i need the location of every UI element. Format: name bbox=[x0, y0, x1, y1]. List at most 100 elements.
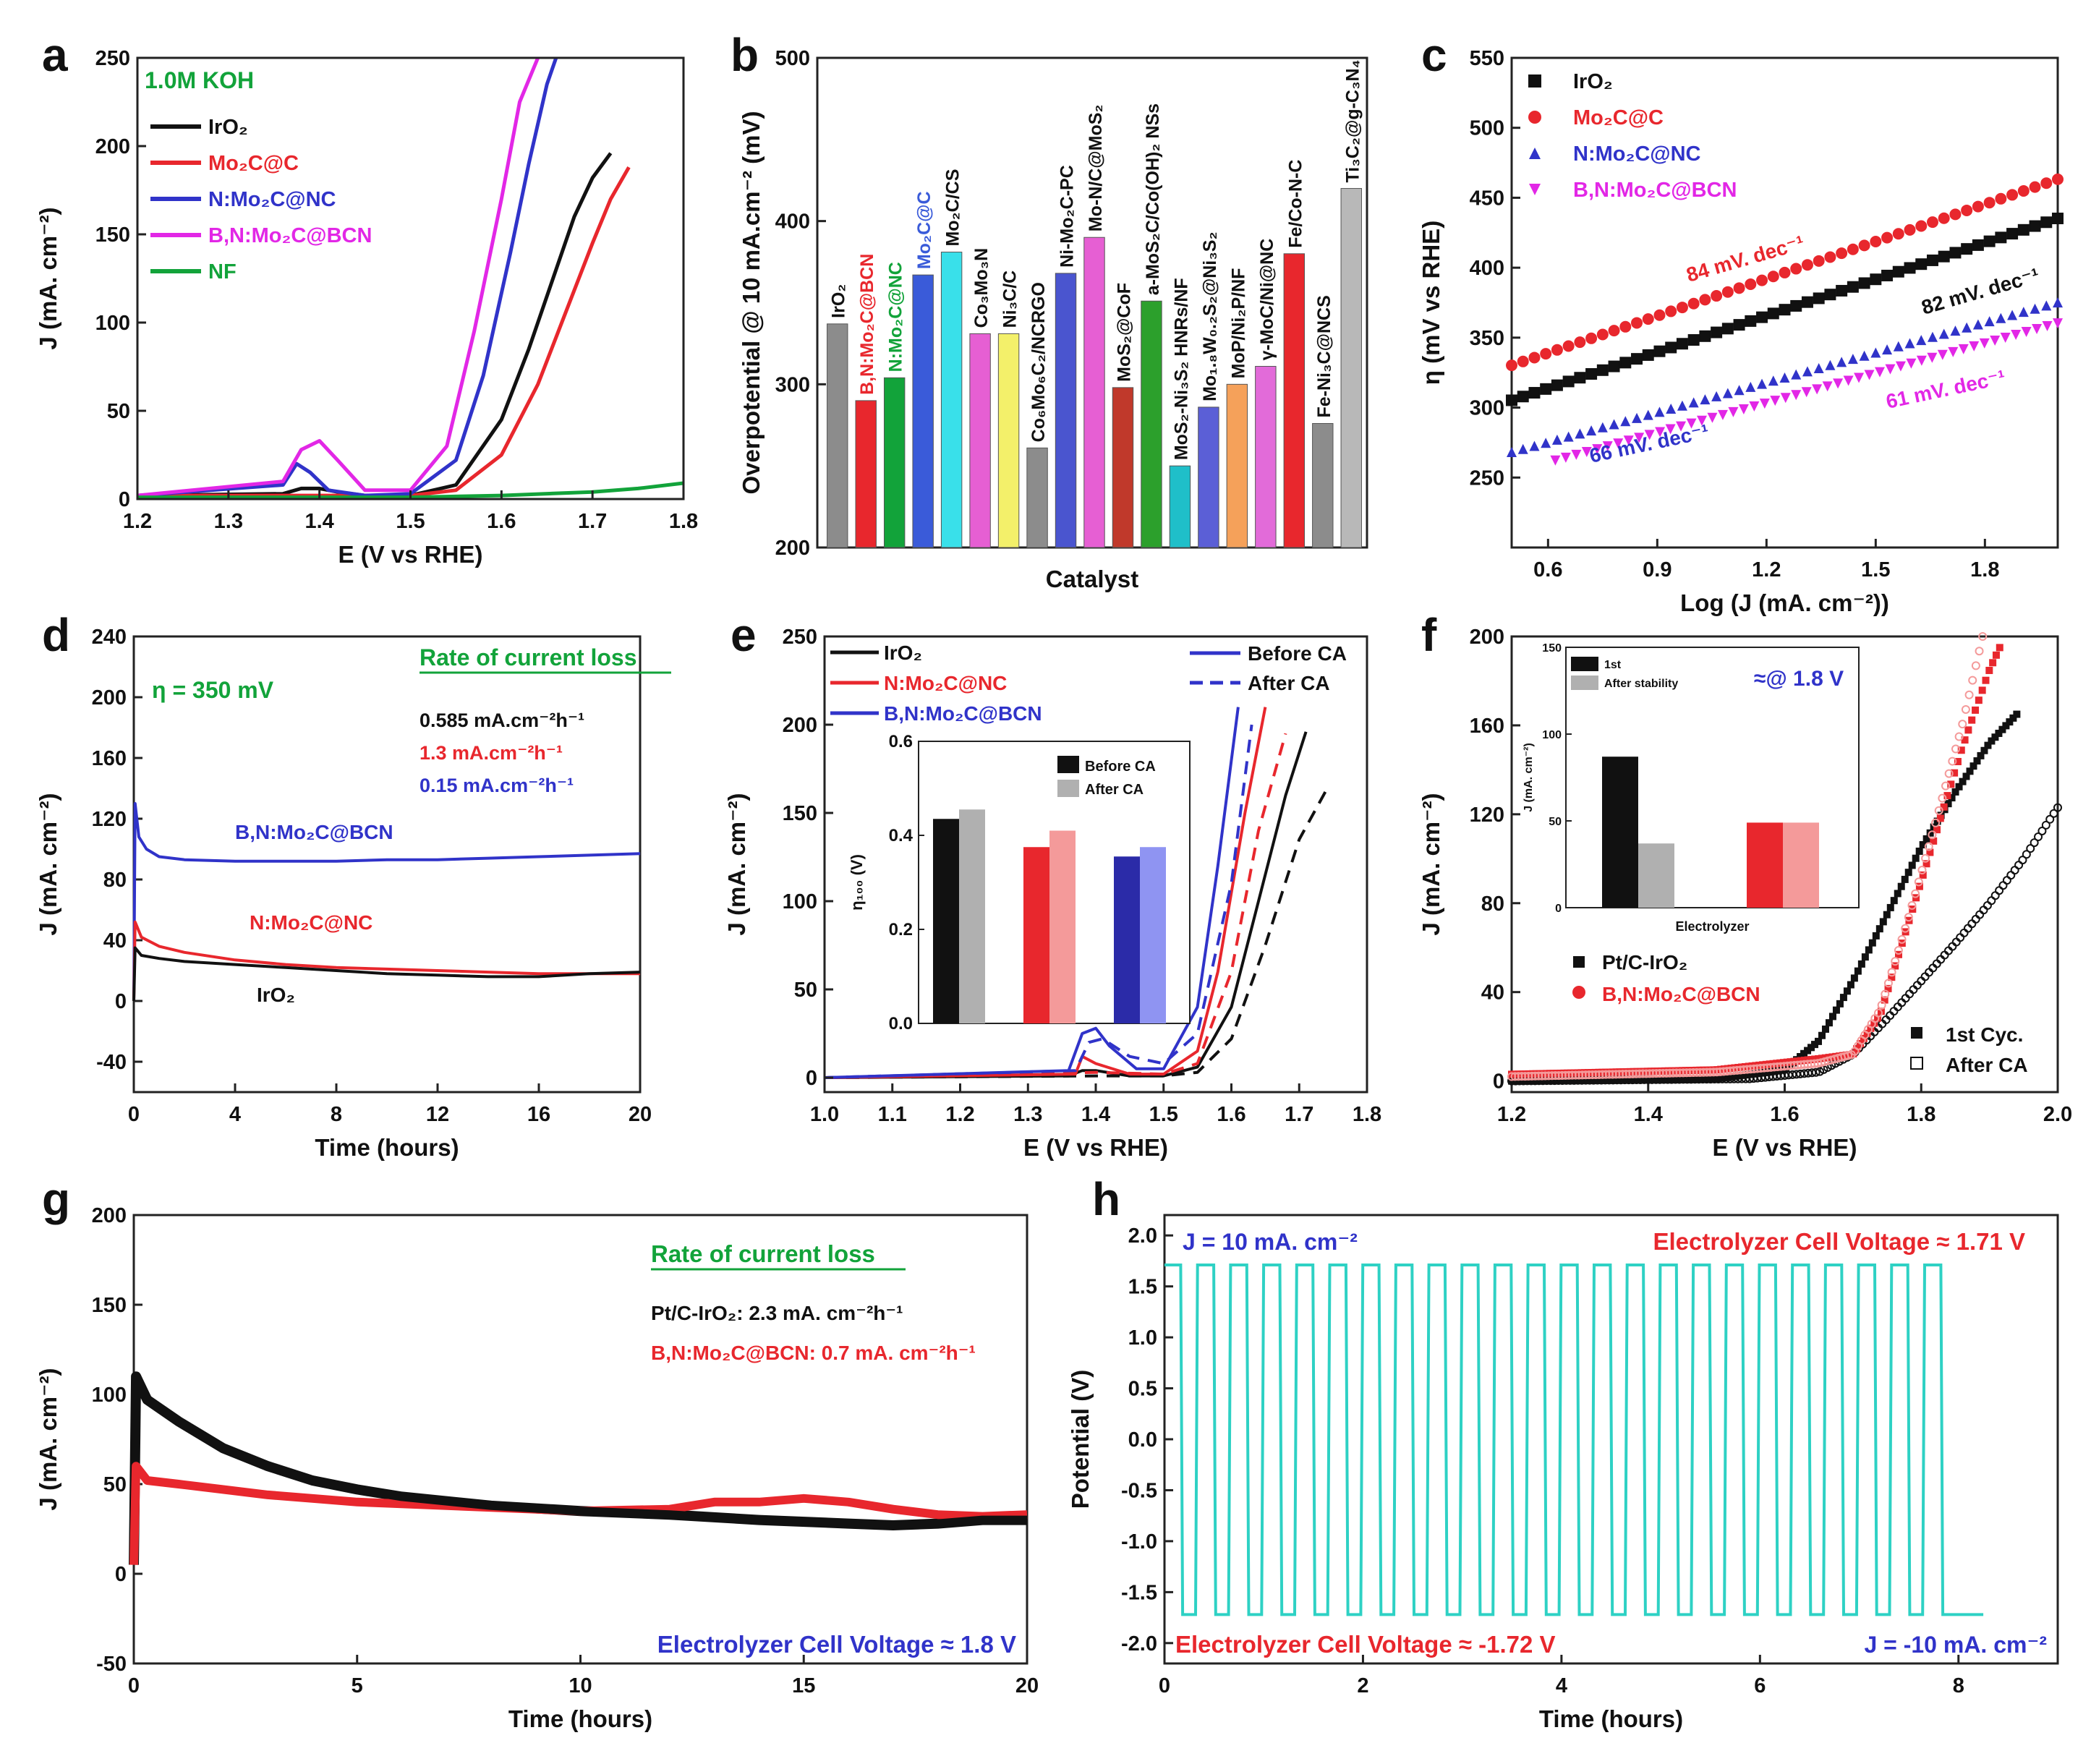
panel-c-point bbox=[1893, 341, 1904, 351]
panel-c-legend-marker bbox=[1528, 74, 1541, 88]
panel-f-point bbox=[1887, 968, 1896, 977]
panel-h-annotation: Electrolyzer Cell Voltage ≈ 1.71 V bbox=[1653, 1228, 2025, 1255]
panel-h-x-tick-label: 8 bbox=[1953, 1674, 1964, 1697]
panel-c-point bbox=[1885, 364, 1896, 375]
panel-e-inset-bar bbox=[933, 819, 959, 1023]
panel-f-point bbox=[1977, 751, 1985, 759]
panel-a-y-tick-label: 100 bbox=[95, 312, 130, 335]
panel-g-y-tick-label: 100 bbox=[92, 1384, 127, 1407]
panel-f-inset-y-label: 0 bbox=[1555, 903, 1562, 915]
panel-e-legend-label: IrO₂ bbox=[884, 642, 922, 664]
panel-c-point bbox=[1560, 452, 1571, 463]
panel-b-bar bbox=[940, 252, 963, 548]
panel-c-y-tick-label: 250 bbox=[1470, 466, 1504, 490]
panel-f-point bbox=[1984, 741, 1992, 749]
panel-c-point bbox=[1676, 302, 1688, 314]
panel-h-y-tick-label: 1.5 bbox=[1128, 1276, 1157, 1299]
panel-f-point bbox=[1879, 918, 1887, 926]
panel-f-point bbox=[1972, 706, 1980, 714]
panel-c-point bbox=[1779, 266, 1791, 278]
panel-f-inset-y-label: 100 bbox=[1542, 729, 1562, 741]
panel-c-point bbox=[1948, 346, 1959, 357]
panel-f-point bbox=[1968, 716, 1976, 724]
panel-c-point bbox=[2017, 223, 2030, 236]
panel-d-series-label: N:Mo₂C@NC bbox=[250, 911, 372, 934]
panel-c-point bbox=[2018, 307, 2029, 318]
panel-f-point bbox=[2009, 714, 2017, 722]
panel-b-bar bbox=[1169, 465, 1191, 548]
panel-c-point bbox=[1550, 455, 1561, 466]
panel-f-point bbox=[1975, 696, 1983, 704]
panel-c-point bbox=[1843, 375, 1854, 386]
panel-e-inset-bar bbox=[1023, 847, 1049, 1023]
panel-c-point bbox=[1790, 263, 1802, 275]
panel-c-point bbox=[1686, 418, 1697, 429]
panel-c-point bbox=[1937, 349, 1948, 360]
panel-f-point bbox=[1955, 783, 1963, 791]
panel-f-inset-note: ≈@ 1.8 V bbox=[1754, 667, 1844, 691]
panel-f-point bbox=[1973, 757, 1981, 765]
panel-e-inset-legend-swatch bbox=[1057, 780, 1079, 797]
panel-c-point bbox=[1717, 409, 1728, 420]
panel-d-x-tick-label: 4 bbox=[229, 1103, 241, 1126]
panel-f-point bbox=[1828, 1013, 1836, 1021]
panel-f-point bbox=[2013, 710, 2021, 718]
panel-c-point bbox=[1541, 438, 1551, 448]
panel-d-y-tick-label: 160 bbox=[92, 747, 127, 770]
panel-d-series-label: IrO₂ bbox=[257, 984, 295, 1006]
panel-b: b 200 300 400 500 Catalyst Overpotential @ 10 … bbox=[731, 29, 1368, 592]
panel-f-point bbox=[1968, 676, 1977, 685]
panel-e-line bbox=[825, 707, 1267, 1079]
panel-e-inset-legend-label: Before CA bbox=[1085, 759, 1156, 775]
panel-f-point bbox=[1978, 632, 1988, 641]
panel-h-cycling-trace bbox=[1164, 1264, 1984, 1616]
panel-c-point bbox=[1950, 325, 1961, 336]
panel-f-point bbox=[1948, 757, 1957, 766]
panel-f-inset-y-label: 150 bbox=[1542, 642, 1562, 655]
panel-a-x-tick-label: 1.7 bbox=[578, 510, 607, 533]
panel-c-point bbox=[1870, 235, 1882, 247]
panel-c-point bbox=[2052, 213, 2064, 225]
panel-f-point bbox=[1959, 777, 1967, 785]
panel-b-bar bbox=[883, 377, 906, 548]
panel-c-point bbox=[1938, 250, 1950, 263]
panel-f-point bbox=[1870, 1019, 1878, 1027]
panel-f-point bbox=[2034, 832, 2043, 842]
panel-c-point bbox=[1734, 385, 1745, 396]
panel-c-point bbox=[1961, 204, 1973, 216]
panel-c-point bbox=[1854, 372, 1865, 383]
panel-f-point bbox=[2049, 809, 2058, 818]
panel-e-inset-bar bbox=[959, 809, 985, 1023]
panel-c-point bbox=[1822, 381, 1833, 392]
panel-c-point bbox=[1585, 368, 1598, 380]
panel-c-point bbox=[2053, 297, 2063, 308]
panel-a-x-tick-label: 1.3 bbox=[214, 510, 243, 533]
panel-c-point bbox=[1870, 273, 1882, 286]
panel-h-y-axis-label: Potential (V) bbox=[1067, 1370, 1094, 1509]
panel-c-point bbox=[1767, 307, 1779, 320]
panel-c-point bbox=[1722, 388, 1733, 399]
panel-d-x-axis-label: Time (hours) bbox=[315, 1134, 459, 1161]
panel-f-point bbox=[1915, 882, 1923, 890]
panel-f-point bbox=[1926, 848, 1934, 856]
panel-f-point bbox=[1912, 854, 1920, 862]
panel-b-bar bbox=[827, 323, 848, 548]
panel-e-inset-y-label: 0.0 bbox=[889, 1014, 913, 1034]
panel-c-point bbox=[1847, 281, 1859, 293]
panel-e-y-tick-label: 0 bbox=[806, 1067, 817, 1090]
panel-f-point bbox=[1815, 1037, 1823, 1045]
panel-f: f 1.2 1.4 1.6 1.8 2.0 0 40 80 120 160 200 E (V vs RH… bbox=[1418, 609, 2072, 1161]
panel-e-x-tick-label: 1.1 bbox=[878, 1103, 907, 1126]
panel-f-point bbox=[2026, 844, 2035, 853]
panel-f-point bbox=[1843, 987, 1851, 995]
panel-h-x-tick-label: 6 bbox=[1754, 1674, 1766, 1697]
panel-c-point bbox=[1528, 387, 1541, 399]
panel-c-point bbox=[1759, 399, 1770, 409]
panel-d: d 0 4 8 12 16 20 -40 0 40 80 120 160 200 240 Time (hour… bbox=[35, 609, 671, 1161]
panel-c-point bbox=[1824, 289, 1836, 301]
panel-g-x-tick-label: 15 bbox=[792, 1674, 815, 1697]
panel-c-point bbox=[1733, 319, 1745, 331]
panel-a-legend-label: B,N:Mo₂C@BCN bbox=[208, 224, 372, 247]
panel-f-point bbox=[1941, 781, 1951, 791]
panel-letter-g: g bbox=[42, 1173, 70, 1225]
